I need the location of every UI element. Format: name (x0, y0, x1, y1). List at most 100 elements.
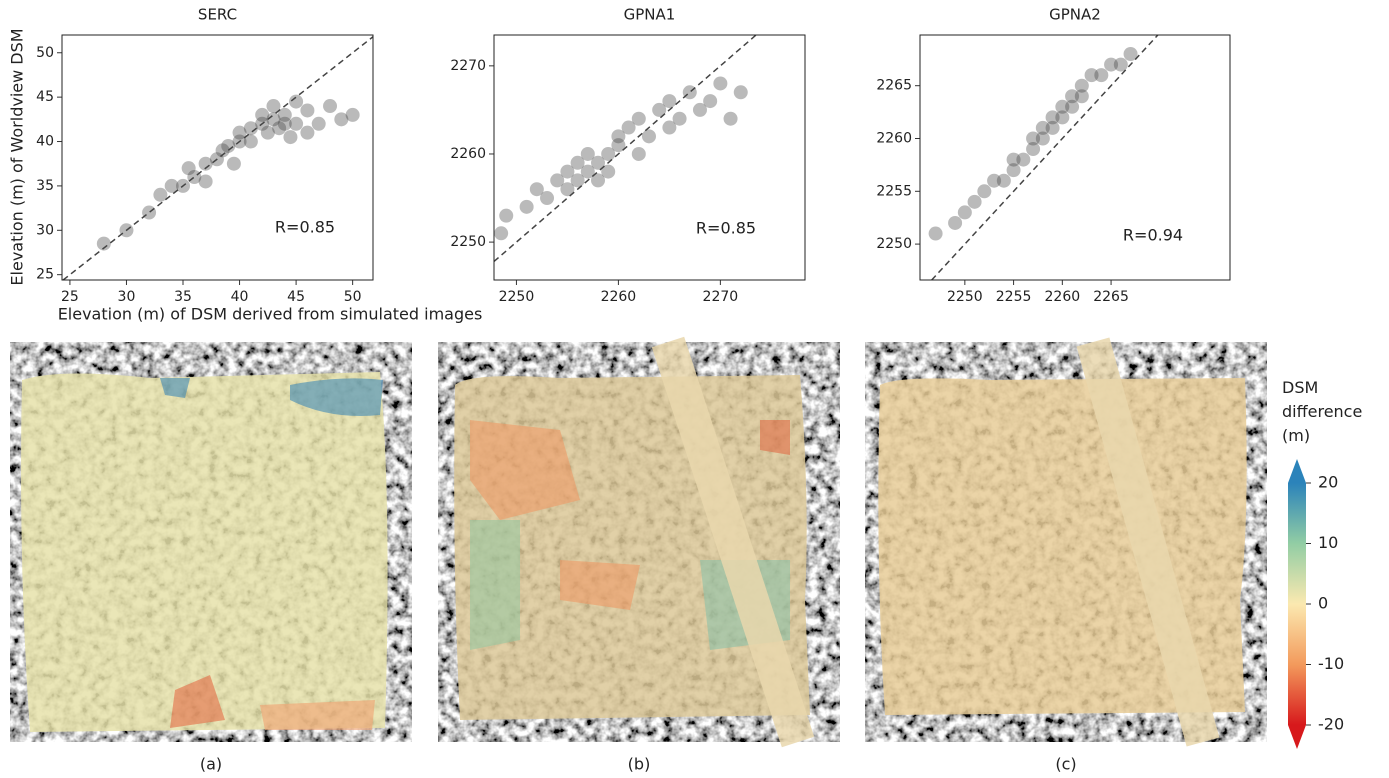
point (948, 215, 963, 230)
point (662, 94, 677, 109)
point (723, 111, 738, 126)
point (560, 164, 575, 179)
identity-line (493, 34, 757, 263)
point (1055, 110, 1070, 125)
point (96, 236, 111, 251)
point (1006, 163, 1021, 178)
y-tick-label: 45 (36, 89, 54, 105)
colorbar-extend-max (1288, 459, 1306, 483)
point (1094, 68, 1109, 83)
chart-title: GPNA2 (1049, 6, 1101, 24)
map-patch (170, 675, 225, 728)
annotation: R=0.94 (1123, 226, 1183, 245)
chart-title: SERC (198, 6, 237, 24)
point (631, 111, 646, 126)
map-patch (470, 520, 520, 650)
point (580, 146, 595, 161)
point (652, 102, 667, 117)
y-tick-label: 25 (36, 267, 54, 283)
point (591, 155, 606, 170)
point (1123, 47, 1138, 62)
point (1045, 120, 1060, 135)
x-tick-label: 2270 (703, 289, 739, 305)
point (591, 173, 606, 188)
point (311, 116, 326, 131)
point (277, 107, 292, 122)
point (226, 156, 241, 171)
x-tick-label: 2260 (601, 289, 637, 305)
point (1104, 57, 1119, 72)
point (198, 156, 213, 171)
point (283, 130, 298, 145)
point (611, 138, 626, 153)
x-tick-label: 2255 (996, 289, 1032, 305)
point (153, 187, 168, 202)
point (703, 94, 718, 109)
point (550, 173, 565, 188)
colorbar-tick-label: 10 (1318, 533, 1338, 552)
colorbar-tick-label: -20 (1318, 715, 1344, 734)
point (601, 164, 616, 179)
x-tick-label: 30 (118, 289, 136, 305)
y-tick-label: 2265 (876, 78, 912, 94)
colorbar-extend-min (1288, 725, 1306, 749)
point (164, 178, 179, 193)
y-tick-label: 50 (36, 45, 54, 61)
points (928, 47, 1138, 241)
point (570, 155, 585, 170)
point (621, 120, 636, 135)
point (1035, 120, 1050, 135)
point (957, 205, 972, 220)
point (198, 174, 213, 189)
point (977, 184, 992, 199)
point (519, 199, 534, 214)
point (580, 164, 595, 179)
map-patch (470, 420, 580, 520)
y-tick-label: 2255 (876, 183, 912, 199)
map-patch (290, 378, 383, 416)
point (1113, 57, 1128, 72)
map-road (651, 336, 815, 748)
y-tick-label: 30 (36, 222, 54, 238)
y-tick-label: 2260 (450, 146, 486, 162)
axes-frame (493, 34, 806, 281)
annotation: R=0.85 (696, 219, 756, 238)
y-tick-label: 2250 (876, 236, 912, 252)
y-tick-label: 2250 (450, 234, 486, 250)
map-patch (260, 700, 375, 730)
point (1035, 131, 1050, 146)
identity-line (62, 36, 374, 281)
point (601, 146, 616, 161)
point (1074, 89, 1089, 104)
point (221, 138, 236, 153)
point (967, 194, 982, 209)
axes-frame (919, 34, 1231, 281)
point (529, 182, 544, 197)
point (540, 191, 555, 206)
panel-label: (a) (200, 755, 222, 774)
point (1074, 78, 1089, 93)
point (243, 134, 258, 149)
x-tick-label: 2265 (1093, 289, 1129, 305)
axes-frame (61, 34, 374, 281)
y-tick-label: 2260 (876, 130, 912, 146)
point (300, 125, 315, 140)
point (277, 116, 292, 131)
point (266, 99, 281, 114)
point (641, 129, 656, 144)
point (232, 125, 247, 140)
point (672, 111, 687, 126)
y-tick-label: 2270 (450, 58, 486, 74)
point (996, 173, 1011, 188)
point (345, 107, 360, 122)
map-patch (560, 560, 640, 610)
x-tick-label: 45 (287, 289, 305, 305)
y-tick-label: 40 (36, 134, 54, 150)
point (289, 94, 304, 109)
point (323, 99, 338, 114)
point (692, 102, 707, 117)
point (181, 161, 196, 176)
map-patch (760, 420, 790, 455)
